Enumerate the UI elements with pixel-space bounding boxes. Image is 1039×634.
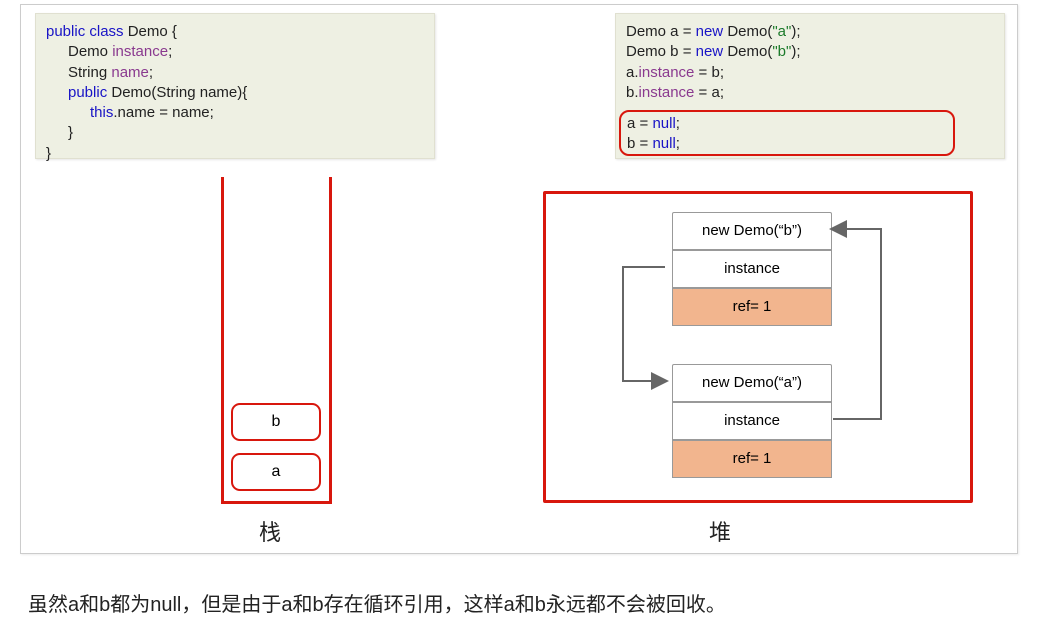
code-text: ;	[676, 115, 680, 132]
kw-new: new	[696, 23, 724, 40]
field-instance: instance	[112, 43, 168, 60]
obj-a-title: new Demo(“a”)	[672, 364, 832, 402]
null-highlight-box: a = null; b = null;	[619, 110, 955, 156]
code-box-usage: Demo a = new Demo("a"); Demo b = new Dem…	[615, 13, 1005, 159]
code-text: );	[791, 23, 800, 40]
code-line: }	[46, 144, 424, 164]
stack-wall-bottom	[221, 501, 332, 504]
code-text: b.	[626, 84, 639, 101]
code-text: ;	[676, 135, 680, 152]
code-line: }	[46, 123, 424, 143]
obj-b-ref: ref= 1	[672, 288, 832, 326]
obj-a-ref: ref= 1	[672, 440, 832, 478]
code-text: ;	[149, 64, 153, 81]
code-text: a =	[627, 115, 652, 132]
stack-wall-right	[329, 177, 332, 503]
code-text: Demo(	[723, 23, 772, 40]
str-b: "b"	[772, 43, 791, 60]
code-text: Demo a =	[626, 23, 696, 40]
kw-this: this	[90, 104, 113, 121]
field-name: name	[111, 64, 149, 81]
code-line: String name;	[46, 63, 424, 83]
code-text: String	[68, 64, 111, 81]
kw-new: new	[696, 43, 724, 60]
stack-cell-b: b	[231, 403, 321, 441]
stack-wall-left	[221, 177, 224, 503]
code-text: ;	[168, 43, 172, 60]
code-text: );	[791, 43, 800, 60]
code-line: Demo b = new Demo("b");	[626, 42, 994, 62]
kw-public: public	[68, 84, 107, 101]
code-line: a.instance = b;	[626, 63, 994, 83]
stack-cell-a: a	[231, 453, 321, 491]
code-text: Demo	[68, 43, 112, 60]
code-text: = b;	[694, 64, 724, 81]
code-line: public Demo(String name){	[46, 83, 424, 103]
code-text: = a;	[694, 84, 724, 101]
code-line: b.instance = a;	[626, 83, 994, 103]
code-text: Demo b =	[626, 43, 696, 60]
kw-null: null	[652, 135, 675, 152]
str-a: "a"	[772, 23, 791, 40]
heap-object-a: new Demo(“a”) instance ref= 1	[672, 364, 832, 478]
stack-label: 栈	[259, 515, 281, 547]
code-text: Demo(String name){	[107, 84, 247, 101]
obj-b-field: instance	[672, 250, 832, 288]
code-line: Demo instance;	[46, 42, 424, 62]
code-line: a = null;	[627, 114, 947, 134]
code-text: .name = name;	[113, 104, 213, 121]
canvas: public class Demo { Demo instance; Strin…	[0, 0, 1039, 634]
obj-b-title: new Demo(“b”)	[672, 212, 832, 250]
code-line: this.name = name;	[46, 103, 424, 123]
field-instance: instance	[639, 64, 695, 81]
obj-a-field: instance	[672, 402, 832, 440]
code-box-class-def: public class Demo { Demo instance; Strin…	[35, 13, 435, 159]
code-line: Demo a = new Demo("a");	[626, 22, 994, 42]
field-instance: instance	[639, 84, 695, 101]
main-panel: public class Demo { Demo instance; Strin…	[20, 4, 1018, 554]
heap-label: 堆	[709, 515, 731, 547]
code-text: Demo {	[124, 23, 177, 40]
caption-text: 虽然a和b都为null，但是由于a和b存在循环引用，这样a和b永远都不会被回收。	[28, 588, 726, 617]
code-line: b = null;	[627, 134, 947, 154]
heap-box: new Demo(“b”) instance ref= 1 new Demo(“…	[543, 191, 973, 503]
kw-public-class: public class	[46, 23, 124, 40]
heap-object-b: new Demo(“b”) instance ref= 1	[672, 212, 832, 326]
kw-null: null	[652, 115, 675, 132]
code-text: a.	[626, 64, 639, 81]
code-text: Demo(	[723, 43, 772, 60]
code-line: public class Demo {	[46, 22, 424, 42]
code-text: b =	[627, 135, 652, 152]
